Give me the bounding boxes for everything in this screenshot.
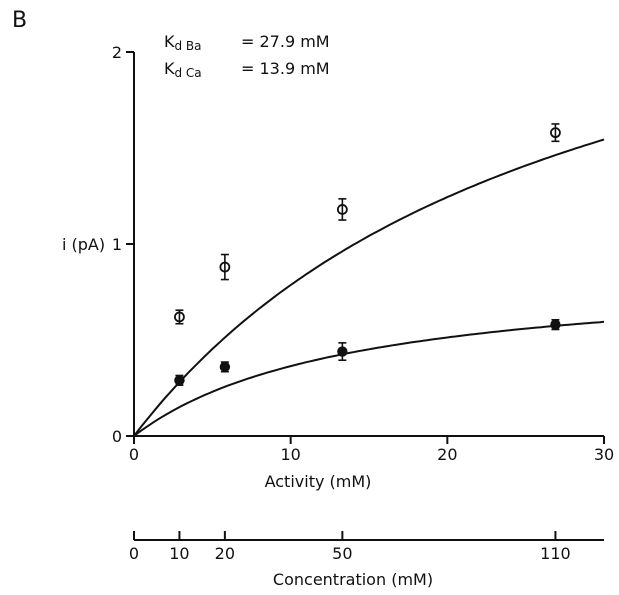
conc-tick-label-2: 20 — [215, 544, 235, 563]
kd-ba-prefix: K — [164, 32, 175, 51]
fit-curves — [133, 138, 605, 437]
x-tick-label-2: 20 — [437, 445, 457, 464]
concentration-ticks: 0 10 20 50 110 — [129, 531, 571, 563]
x-ticks: 0 10 20 30 — [129, 436, 614, 464]
y-ticks: 0 1 2 — [112, 43, 134, 446]
x-tick-label-3: 30 — [594, 445, 614, 464]
x-axis-label: Activity (mM) — [265, 472, 372, 491]
kd-ca-prefix: K — [164, 59, 175, 78]
y-tick-label-0: 0 — [112, 427, 122, 446]
kd-ba-sub: d Ba — [175, 39, 202, 53]
point-s1-2 — [337, 342, 348, 362]
fit-curve-0 — [133, 138, 605, 437]
y-axis-label: i (pA) — [62, 235, 105, 254]
kd-ca-annotation: Kd Ca = 13.9 mM — [164, 59, 330, 80]
conc-tick-label-3: 50 — [332, 544, 352, 563]
svg-text:Kd Ca: Kd Ca — [164, 59, 202, 80]
point-s0-2 — [336, 198, 348, 221]
conc-tick-label-4: 110 — [540, 544, 571, 563]
data-points — [174, 123, 561, 386]
kd-ca-value: = 13.9 mM — [241, 59, 330, 78]
conc-tick-label-0: 0 — [129, 544, 139, 563]
x-tick-label-1: 10 — [280, 445, 300, 464]
x-tick-label-0: 0 — [129, 445, 139, 464]
point-s0-3 — [550, 123, 561, 143]
point-s1-1 — [219, 361, 231, 373]
fit-curve-1 — [133, 320, 605, 437]
svg-text:Kd Ba: Kd Ba — [164, 32, 202, 53]
kd-ba-value: = 27.9 mM — [241, 32, 330, 51]
conc-tick-label-1: 10 — [169, 544, 189, 563]
y-tick-label-1: 1 — [112, 235, 122, 254]
point-s0-1 — [219, 253, 231, 281]
kd-ca-sub: d Ca — [175, 66, 202, 80]
point-s1-0 — [174, 374, 185, 386]
point-s1-3 — [550, 318, 561, 331]
y-tick-label-2: 2 — [112, 43, 122, 62]
point-s0-0 — [174, 309, 185, 325]
concentration-axis-label: Concentration (mM) — [273, 570, 433, 589]
kd-ba-annotation: Kd Ba = 27.9 mM — [164, 32, 330, 53]
panel-label: B — [12, 8, 27, 33]
